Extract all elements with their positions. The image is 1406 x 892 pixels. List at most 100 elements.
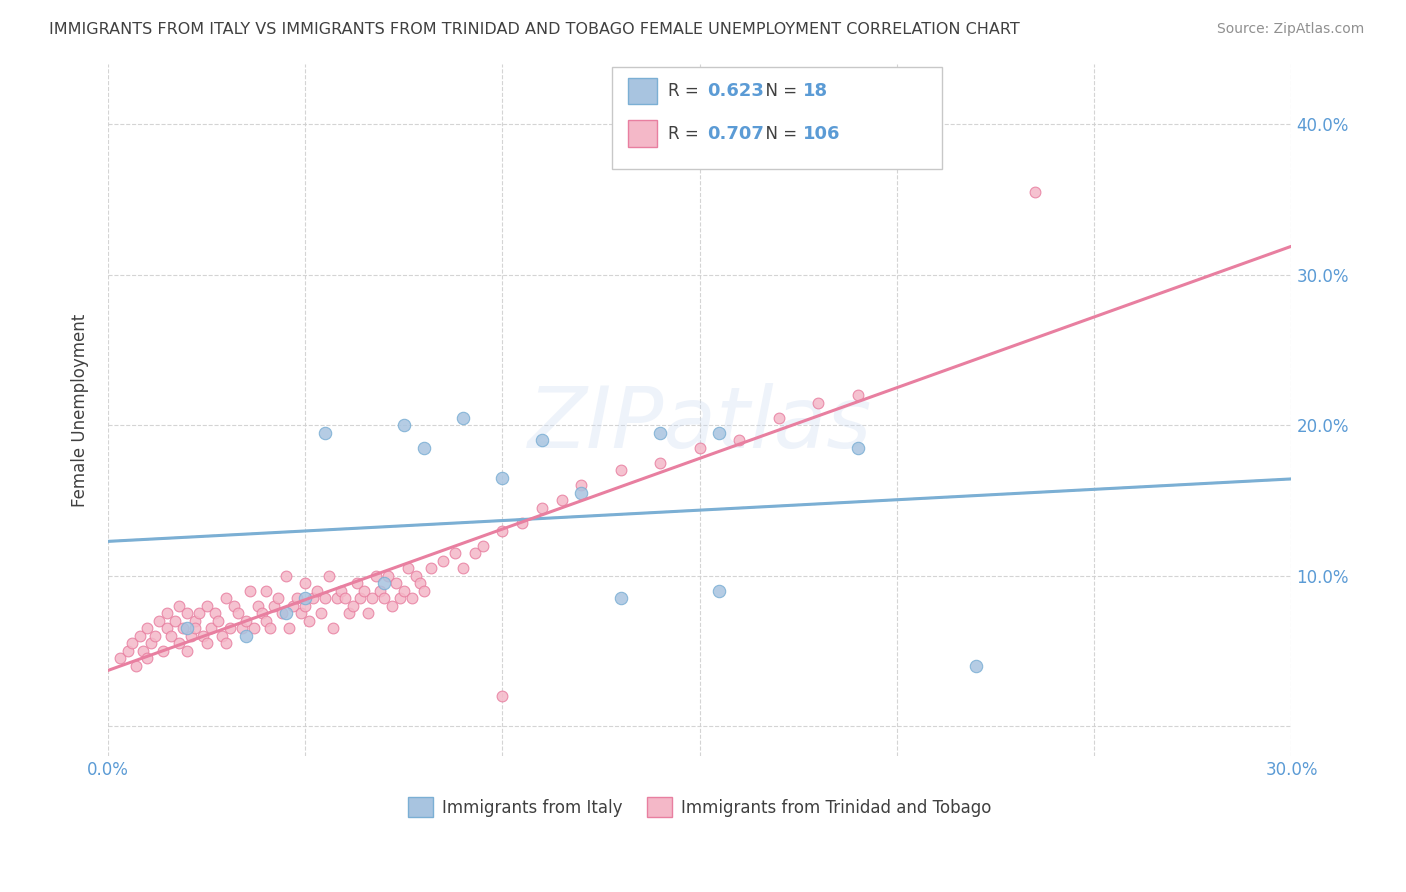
Point [259, 621, 281, 635]
Point [309, 607, 332, 621]
Point [266, 591, 288, 606]
Point [471, 539, 494, 553]
Point [294, 591, 316, 606]
Point [396, 561, 419, 575]
Point [235, 629, 257, 643]
Point [302, 591, 325, 606]
Point [187, 607, 209, 621]
Point [366, 568, 388, 582]
Point [184, 614, 207, 628]
Point [132, 644, 155, 658]
Point [165, 614, 187, 628]
Point [136, 651, 159, 665]
Point [405, 568, 427, 582]
Point [412, 583, 434, 598]
Point [368, 583, 391, 598]
Point [231, 621, 253, 635]
Point [239, 583, 262, 598]
Point [408, 576, 430, 591]
Text: IMMIGRANTS FROM ITALY VS IMMIGRANTS FROM TRINIDAD AND TOBAGO FEMALE UNEMPLOYMENT: IMMIGRANTS FROM ITALY VS IMMIGRANTS FROM… [49, 22, 1019, 37]
Point [156, 621, 179, 635]
Point [689, 441, 711, 455]
Text: N =: N = [755, 82, 803, 100]
Point [530, 500, 553, 515]
Point [314, 591, 336, 606]
Point [180, 629, 202, 643]
Point [136, 621, 159, 635]
Point [444, 546, 467, 560]
Text: 18: 18 [803, 82, 828, 100]
Point [361, 591, 384, 606]
Point [530, 434, 553, 448]
Point [226, 607, 249, 621]
Point [274, 607, 297, 621]
Point [412, 441, 434, 455]
Point [243, 621, 266, 635]
Point [270, 607, 292, 621]
Text: R =: R = [668, 125, 704, 143]
Point [353, 583, 375, 598]
Point [235, 614, 257, 628]
Point [219, 621, 242, 635]
Point [307, 583, 329, 598]
Point [610, 463, 633, 477]
Y-axis label: Female Unemployment: Female Unemployment [72, 313, 89, 507]
Text: Source: ZipAtlas.com: Source: ZipAtlas.com [1216, 22, 1364, 37]
Point [246, 599, 269, 613]
Point [148, 614, 170, 628]
Point [392, 418, 415, 433]
Point [211, 629, 233, 643]
Point [176, 621, 198, 635]
Point [846, 388, 869, 402]
Point [283, 599, 305, 613]
Point [124, 659, 146, 673]
Text: ZIPatlas: ZIPatlas [527, 383, 872, 466]
Point [346, 576, 368, 591]
Point [207, 614, 229, 628]
Point [108, 651, 131, 665]
Point [263, 599, 285, 613]
Point [314, 425, 336, 440]
Legend: Immigrants from Italy, Immigrants from Trinidad and Tobago: Immigrants from Italy, Immigrants from T… [402, 790, 998, 824]
Point [160, 629, 183, 643]
Point [167, 636, 190, 650]
Point [451, 410, 474, 425]
Point [1024, 185, 1046, 199]
Text: R =: R = [668, 82, 704, 100]
Text: 106: 106 [803, 125, 841, 143]
Point [491, 524, 513, 538]
Point [377, 568, 399, 582]
Point [294, 576, 316, 591]
Point [349, 591, 371, 606]
Point [420, 561, 443, 575]
Point [143, 629, 166, 643]
Point [294, 599, 316, 613]
Point [491, 689, 513, 703]
Point [191, 629, 214, 643]
Point [322, 621, 344, 635]
Point [807, 395, 830, 409]
Point [709, 583, 731, 598]
Point [329, 583, 352, 598]
Point [388, 591, 411, 606]
Point [141, 636, 163, 650]
Point [278, 621, 301, 635]
Point [285, 591, 308, 606]
Point [326, 591, 349, 606]
Point [965, 659, 987, 673]
Point [254, 614, 277, 628]
Point [204, 607, 226, 621]
Point [357, 607, 380, 621]
Point [215, 636, 238, 650]
Point [172, 621, 194, 635]
Point [728, 434, 751, 448]
Text: 0.707: 0.707 [707, 125, 763, 143]
Point [342, 599, 364, 613]
Point [195, 636, 218, 650]
Point [550, 493, 572, 508]
Point [128, 629, 150, 643]
Point [381, 599, 404, 613]
Point [650, 425, 672, 440]
Point [224, 599, 246, 613]
Point [373, 576, 395, 591]
